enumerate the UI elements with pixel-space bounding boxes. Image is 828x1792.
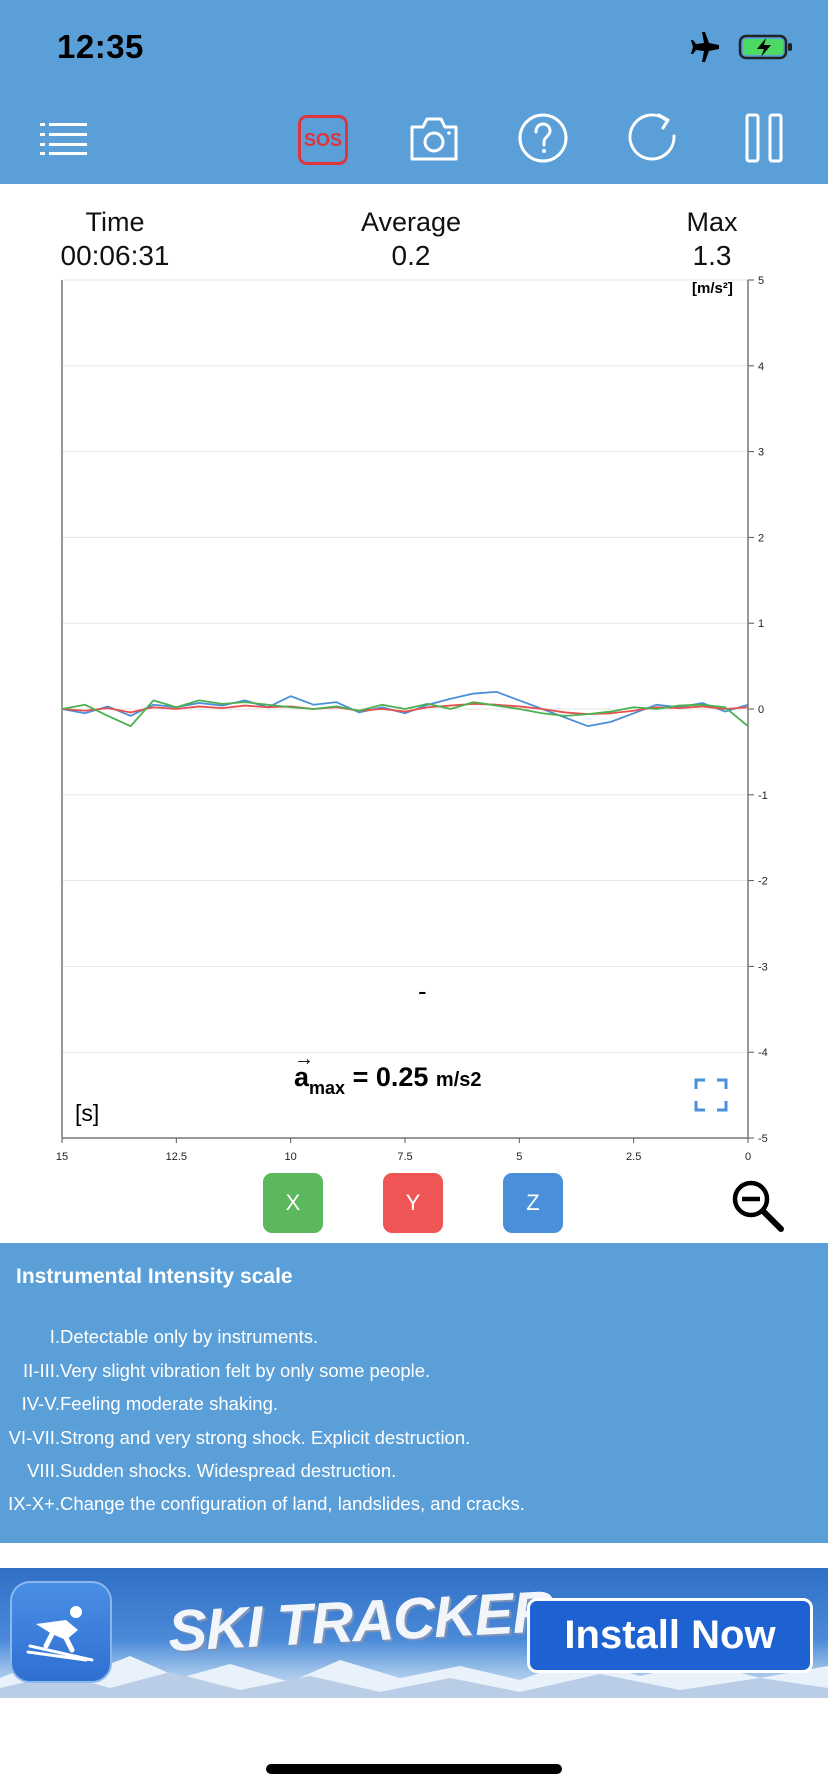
refresh-button[interactable]	[625, 112, 681, 168]
status-icons	[690, 32, 794, 67]
x-unit-label: [s]	[75, 1100, 100, 1126]
x-tick-label: 15	[56, 1151, 68, 1163]
amax-value: = 0.25	[352, 1062, 429, 1092]
sos-badge: SOS	[298, 115, 348, 165]
y-unit-label: [m/s²]	[692, 280, 733, 297]
amax-letter: a	[294, 1062, 310, 1092]
annotation-dash: -	[418, 976, 427, 1006]
y-axis-button[interactable]: Y	[383, 1173, 443, 1233]
sos-button[interactable]: SOS	[295, 112, 351, 168]
scale-text: Feeling moderate shaking.	[60, 1393, 279, 1414]
amax-symbol: → a	[294, 1048, 314, 1093]
x-axis-label: X	[285, 1190, 301, 1215]
z-axis-label: Z	[526, 1190, 540, 1215]
y-tick-label: -1	[758, 790, 768, 802]
skier-icon	[10, 1581, 112, 1683]
stat-average-value: 0.2	[391, 240, 431, 271]
battery-icon	[738, 33, 794, 66]
amax-readout: → amax = 0.25 m/s2	[294, 1048, 482, 1098]
scale-item: IV-V. Feeling moderate shaking.	[0, 1393, 828, 1421]
x-tick-label: 10	[285, 1151, 297, 1163]
mountain-graphic	[0, 1656, 828, 1698]
series-line-x	[61, 699, 749, 728]
expand-icon	[694, 1078, 728, 1112]
intensity-scale-panel: Instrumental Intensity scale I. Detectabl…	[0, 1243, 828, 1543]
y-tick-label: 2	[758, 532, 764, 544]
scale-text: Detectable only by instruments.	[60, 1326, 319, 1347]
stat-max-label: Max	[686, 207, 738, 237]
stat-average-label: Average	[360, 207, 462, 237]
expand-button[interactable]	[694, 1078, 728, 1112]
scale-level: I.	[49, 1326, 60, 1347]
menu-button[interactable]	[36, 112, 92, 168]
scale-level: II-III.	[23, 1360, 60, 1381]
chart-series	[61, 690, 749, 728]
stat-average: Average 0.2	[336, 206, 486, 272]
intensity-scale-title: Instrumental Intensity scale	[16, 1265, 293, 1288]
x-tick-label: 0	[745, 1151, 751, 1163]
help-button[interactable]	[515, 112, 571, 168]
scale-text: Very slight vibration felt by only some …	[60, 1360, 431, 1381]
scale-item: IX-X+. Change the configuration of land, …	[0, 1493, 828, 1521]
scale-level: VI-VII.	[8, 1427, 60, 1448]
stat-max: Max 1.3	[662, 206, 762, 272]
amax-unit: m/s2	[435, 1069, 482, 1091]
scale-item: VIII. Sudden shocks. Widespread destructi…	[0, 1460, 828, 1488]
home-indicator	[266, 1764, 562, 1774]
status-time: 12:35	[57, 28, 144, 65]
camera-icon	[408, 113, 460, 168]
install-now-button[interactable]: Install Now	[527, 1598, 813, 1673]
y-tick-label: -3	[758, 961, 768, 973]
scale-item: VI-VII. Strong and very strong shock. Exp…	[0, 1427, 828, 1455]
scale-text: Sudden shocks. Widespread destruction.	[60, 1460, 397, 1481]
ad-banner[interactable]: SKI TRACKER Install Now	[0, 1568, 828, 1698]
list-icon	[38, 120, 90, 161]
pause-button[interactable]	[736, 112, 792, 168]
scale-item: II-III. Very slight vibration felt by onl…	[0, 1360, 828, 1388]
header-bar: 12:35 SOS	[0, 0, 828, 184]
scale-item: I. Detectable only by instruments.	[0, 1326, 828, 1354]
camera-button[interactable]	[406, 112, 462, 168]
vector-arrow-icon: →	[294, 1048, 314, 1070]
stats-row: Time 00:06:31 Average 0.2 Max 1.3	[0, 206, 828, 276]
stat-time: Time 00:06:31	[40, 206, 190, 272]
y-tick-label: 3	[758, 447, 764, 459]
pause-icon	[744, 112, 784, 169]
stat-max-value: 1.3	[692, 240, 732, 271]
amax-subscript: max	[309, 1078, 346, 1098]
x-tick-label: 2.5	[626, 1151, 641, 1163]
stat-time-value: 00:06:31	[60, 240, 170, 271]
scale-level: VIII.	[27, 1460, 60, 1481]
airplane-icon	[690, 32, 724, 67]
y-tick-label: -5	[758, 1133, 768, 1145]
refresh-icon	[626, 111, 680, 170]
acceleration-chart: 5 4 3 2 1 0 -1 -2 -3 -4 -5 15 12.5 10 7.5 5 2.5 0 [m/s²] …	[0, 270, 828, 1170]
y-tick-label: 0	[758, 704, 764, 716]
scale-text: Strong and very strong shock. Explicit d…	[60, 1427, 471, 1448]
scale-level: IV-V.	[21, 1393, 60, 1414]
sos-label: SOS	[303, 129, 342, 150]
x-tick-label: 5	[516, 1151, 522, 1163]
scale-text: Change the configuration of land, landsl…	[60, 1493, 525, 1514]
y-tick-label: -4	[758, 1047, 768, 1059]
x-axis-button[interactable]: X	[263, 1173, 323, 1233]
scale-level: IX-X+.	[8, 1493, 60, 1514]
stat-time-label: Time	[85, 207, 145, 237]
x-tick-label: 12.5	[166, 1151, 187, 1163]
y-tick-label: 5	[758, 275, 764, 287]
y-axis-label: Y	[405, 1190, 421, 1215]
z-axis-button[interactable]: Z	[503, 1173, 563, 1233]
zoom-out-button[interactable]	[730, 1178, 786, 1234]
y-tick-label: -2	[758, 876, 768, 888]
series-line-y	[61, 702, 749, 716]
y-tick-label: 4	[758, 361, 764, 373]
x-tick-label: 7.5	[397, 1151, 412, 1163]
question-circle-icon	[517, 112, 569, 169]
zoom-out-icon	[732, 1180, 784, 1232]
y-tick-label: 1	[758, 618, 764, 630]
